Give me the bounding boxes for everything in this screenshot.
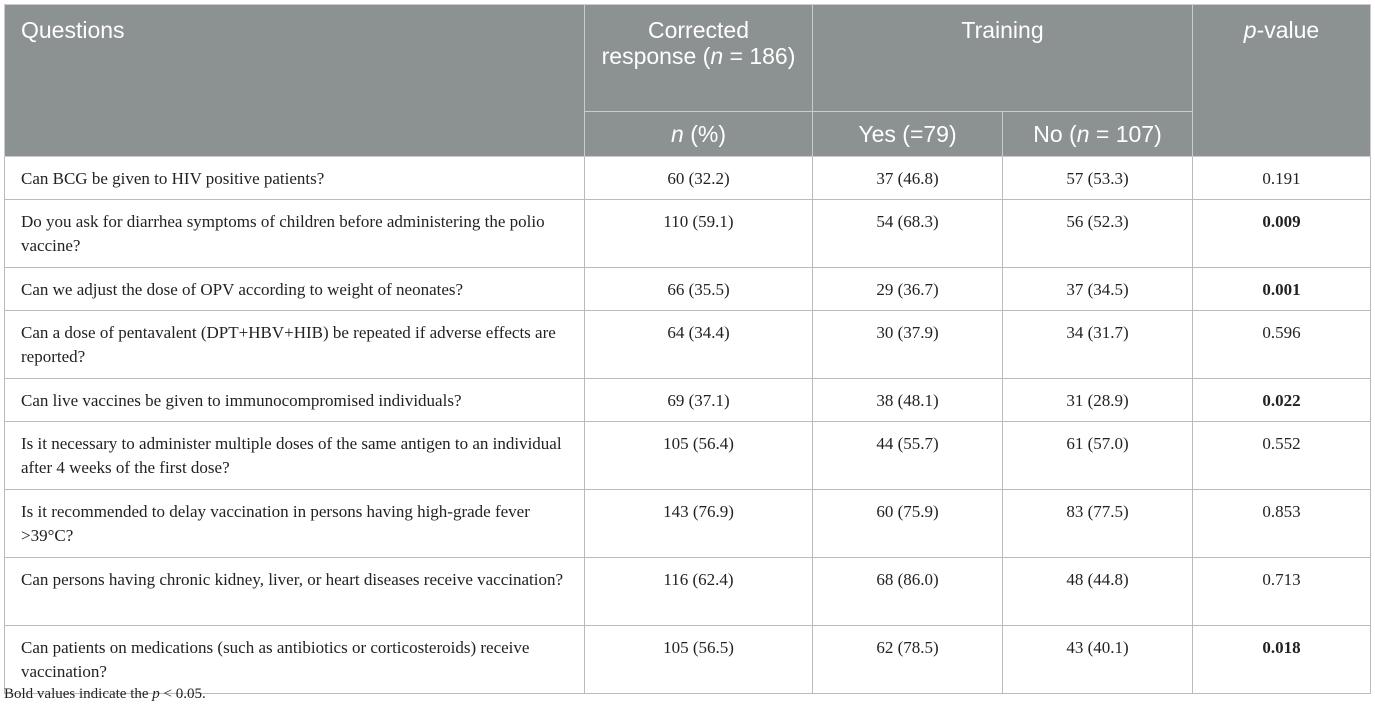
corrected-response-cell: 69 (37.1) <box>584 378 813 422</box>
corrected-response-cell: 66 (35.5) <box>584 267 813 311</box>
header-no-suffix: = 107) <box>1089 121 1162 147</box>
header-corrected-prefix: Corrected response ( <box>601 17 749 69</box>
p-value-cell: 0.001 <box>1192 267 1371 311</box>
results-table: Questions Corrected response (n = 186) T… <box>4 4 1371 694</box>
training-yes-cell: 44 (55.7) <box>812 421 1003 490</box>
training-no-cell: 43 (40.1) <box>1002 625 1193 694</box>
header-corrected-n: n <box>710 43 724 69</box>
training-yes-cell: 62 (78.5) <box>812 625 1003 694</box>
question-cell: Can live vaccines be given to immunocomp… <box>4 378 585 422</box>
question-cell: Can patients on medications (such as ant… <box>4 625 585 694</box>
corrected-response-cell: 143 (76.9) <box>584 489 813 558</box>
p-value-cell: 0.713 <box>1192 557 1371 626</box>
header-training-no: No (n = 107) <box>1002 111 1193 157</box>
corrected-response-cell: 105 (56.5) <box>584 625 813 694</box>
table-row: Do you ask for diarrhea symptoms of chil… <box>4 199 1371 268</box>
results-table-container: Questions Corrected response (n = 186) T… <box>4 4 1371 694</box>
question-cell: Is it recommended to delay vaccination i… <box>4 489 585 558</box>
table-row: Is it necessary to administer multiple d… <box>4 421 1371 490</box>
training-no-cell: 31 (28.9) <box>1002 378 1193 422</box>
training-yes-cell: 60 (75.9) <box>812 489 1003 558</box>
training-yes-cell: 54 (68.3) <box>812 199 1003 268</box>
p-value-cell: 0.596 <box>1192 310 1371 379</box>
table-header: Questions Corrected response (n = 186) T… <box>4 4 1371 157</box>
training-no-cell: 56 (52.3) <box>1002 199 1193 268</box>
p-value-cell: 0.018 <box>1192 625 1371 694</box>
training-yes-cell: 68 (86.0) <box>812 557 1003 626</box>
p-value-cell: 0.191 <box>1192 156 1371 200</box>
header-corrected-response: Corrected response (n = 186) <box>584 4 813 112</box>
header-p-value: p-value <box>1192 4 1371 157</box>
header-training-yes: Yes (=79) <box>812 111 1003 157</box>
footnote-p-italic: p <box>152 686 160 702</box>
training-no-cell: 61 (57.0) <box>1002 421 1193 490</box>
p-value-cell: 0.552 <box>1192 421 1371 490</box>
header-p-suffix: -value <box>1256 17 1320 43</box>
p-value-cell: 0.022 <box>1192 378 1371 422</box>
table-row: Can we adjust the dose of OPV according … <box>4 267 1371 311</box>
training-no-cell: 34 (31.7) <box>1002 310 1193 379</box>
header-p-italic: p <box>1243 17 1257 43</box>
training-no-cell: 37 (34.5) <box>1002 267 1193 311</box>
header-training: Training <box>812 4 1193 112</box>
table-row: Is it recommended to delay vaccination i… <box>4 489 1371 558</box>
corrected-response-cell: 110 (59.1) <box>584 199 813 268</box>
header-no-n: n <box>1076 121 1090 147</box>
question-cell: Is it necessary to administer multiple d… <box>4 421 585 490</box>
header-no-prefix: No ( <box>1033 121 1077 147</box>
header-corrected-suffix: = 186) <box>723 43 796 69</box>
corrected-response-cell: 105 (56.4) <box>584 421 813 490</box>
p-value-cell: 0.853 <box>1192 489 1371 558</box>
corrected-response-cell: 64 (34.4) <box>584 310 813 379</box>
header-n-suffix: (%) <box>683 121 726 147</box>
training-yes-cell: 38 (48.1) <box>812 378 1003 422</box>
training-no-cell: 48 (44.8) <box>1002 557 1193 626</box>
table-footnote: Bold values indicate the p < 0.05. <box>4 686 206 703</box>
question-cell: Can a dose of pentavalent (DPT+HBV+HIB) … <box>4 310 585 379</box>
training-yes-cell: 29 (36.7) <box>812 267 1003 311</box>
header-questions: Questions <box>4 4 585 157</box>
header-n-italic: n <box>671 121 684 147</box>
training-no-cell: 83 (77.5) <box>1002 489 1193 558</box>
table-row: Can persons having chronic kidney, liver… <box>4 557 1371 626</box>
table-row: Can patients on medications (such as ant… <box>4 625 1371 694</box>
footnote-prefix: Bold values indicate the <box>4 686 153 702</box>
corrected-response-cell: 116 (62.4) <box>584 557 813 626</box>
question-cell: Can we adjust the dose of OPV according … <box>4 267 585 311</box>
p-value-cell: 0.009 <box>1192 199 1371 268</box>
question-cell: Can BCG be given to HIV positive patient… <box>4 156 585 200</box>
table-row: Can live vaccines be given to immunocomp… <box>4 378 1371 422</box>
table-row: Can BCG be given to HIV positive patient… <box>4 156 1371 200</box>
question-cell: Can persons having chronic kidney, liver… <box>4 557 585 626</box>
training-yes-cell: 30 (37.9) <box>812 310 1003 379</box>
training-no-cell: 57 (53.3) <box>1002 156 1193 200</box>
table-body: Can BCG be given to HIV positive patient… <box>4 156 1371 694</box>
header-n-percent: n (%) <box>584 111 813 157</box>
corrected-response-cell: 60 (32.2) <box>584 156 813 200</box>
question-cell: Do you ask for diarrhea symptoms of chil… <box>4 199 585 268</box>
footnote-suffix: < 0.05. <box>159 686 206 702</box>
training-yes-cell: 37 (46.8) <box>812 156 1003 200</box>
table-row: Can a dose of pentavalent (DPT+HBV+HIB) … <box>4 310 1371 379</box>
